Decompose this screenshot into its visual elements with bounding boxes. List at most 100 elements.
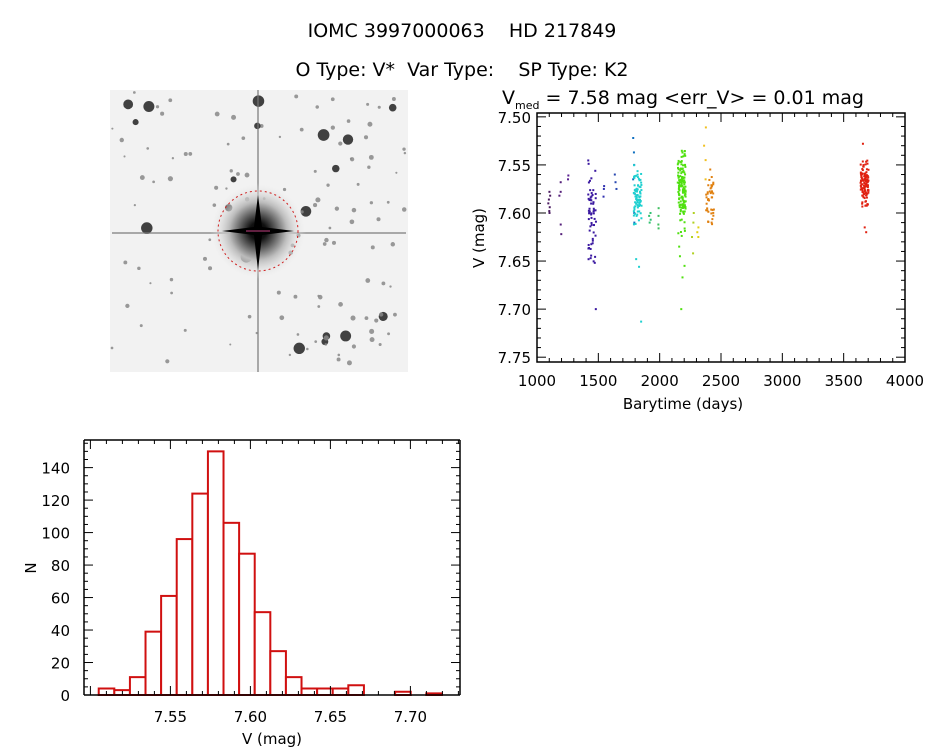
data-point bbox=[708, 190, 711, 193]
data-point bbox=[867, 168, 870, 171]
data-point bbox=[634, 190, 637, 193]
data-point bbox=[683, 183, 686, 186]
data-point bbox=[861, 202, 864, 205]
field-star bbox=[183, 328, 187, 332]
x-tick-label: 7.65 bbox=[314, 708, 347, 726]
data-point bbox=[594, 192, 597, 195]
data-point bbox=[594, 197, 597, 200]
data-point bbox=[677, 168, 680, 171]
histogram-bar bbox=[175, 538, 194, 696]
data-point bbox=[710, 186, 713, 189]
data-point bbox=[710, 176, 713, 179]
data-point bbox=[710, 190, 713, 193]
data-point bbox=[860, 183, 863, 186]
data-point bbox=[677, 159, 680, 162]
data-point bbox=[640, 181, 643, 184]
y-tick-label: 80 bbox=[51, 557, 70, 575]
field-star bbox=[317, 305, 321, 308]
field-star bbox=[317, 294, 320, 298]
data-point bbox=[684, 165, 687, 168]
field-star bbox=[368, 154, 374, 160]
field-star bbox=[369, 337, 375, 343]
data-point bbox=[635, 258, 638, 261]
data-point bbox=[657, 227, 660, 230]
field-star bbox=[377, 105, 381, 109]
x-tick-label: 7.60 bbox=[234, 708, 267, 726]
data-point bbox=[588, 207, 591, 210]
data-point bbox=[865, 175, 868, 178]
data-point bbox=[697, 226, 700, 229]
data-point bbox=[681, 170, 684, 173]
y-tick-label: 20 bbox=[51, 655, 70, 673]
light-curve-frame bbox=[536, 112, 906, 363]
field-star bbox=[143, 100, 155, 113]
x-tick-label: 1500 bbox=[579, 372, 617, 390]
data-point bbox=[866, 159, 869, 162]
data-point bbox=[862, 165, 865, 168]
histogram-bar bbox=[238, 552, 256, 696]
data-point bbox=[681, 195, 684, 198]
data-point bbox=[683, 164, 686, 167]
data-point bbox=[866, 178, 869, 181]
data-point bbox=[680, 234, 683, 237]
field-star bbox=[278, 135, 282, 139]
data-point bbox=[635, 189, 638, 192]
data-point bbox=[691, 236, 694, 239]
data-point bbox=[639, 186, 642, 189]
field-star bbox=[326, 183, 330, 187]
data-point bbox=[861, 160, 864, 163]
light-curve-xlabel: Barytime (days) bbox=[623, 395, 743, 413]
x-tick-label: 3500 bbox=[825, 372, 863, 390]
data-point bbox=[682, 181, 685, 184]
data-point bbox=[633, 206, 636, 209]
field-star bbox=[393, 312, 397, 317]
data-point bbox=[588, 199, 591, 202]
data-point bbox=[863, 172, 866, 175]
data-point bbox=[862, 196, 865, 199]
y-tick-label: 40 bbox=[51, 622, 70, 640]
field-star bbox=[369, 328, 375, 334]
data-point bbox=[866, 180, 869, 183]
data-point bbox=[587, 159, 590, 162]
field-star bbox=[282, 187, 287, 192]
data-point bbox=[861, 194, 864, 197]
data-point bbox=[683, 264, 686, 267]
field-star bbox=[293, 294, 298, 299]
field-star bbox=[139, 175, 145, 180]
data-point bbox=[590, 243, 593, 246]
data-point bbox=[867, 191, 870, 194]
data-point bbox=[679, 209, 682, 212]
field-star bbox=[208, 266, 213, 271]
field-star bbox=[296, 333, 300, 336]
y-tick-label: 7.75 bbox=[498, 349, 531, 367]
data-point bbox=[684, 173, 687, 176]
data-point bbox=[860, 174, 863, 177]
histogram-bar bbox=[269, 650, 287, 696]
data-point bbox=[635, 194, 638, 197]
data-point bbox=[680, 178, 683, 181]
light-curve-plot: Vmed = 7.58 mag <err_V> = 0.01 mag Baryt… bbox=[470, 87, 924, 413]
data-point bbox=[692, 252, 695, 255]
field-star bbox=[212, 203, 217, 207]
data-point bbox=[679, 219, 682, 222]
data-point bbox=[863, 189, 866, 192]
field-star bbox=[324, 343, 328, 346]
data-point bbox=[681, 180, 684, 183]
field-star bbox=[330, 125, 335, 130]
field-star bbox=[363, 135, 369, 140]
data-point bbox=[865, 171, 868, 174]
field-star bbox=[351, 207, 357, 213]
data-point bbox=[681, 188, 684, 191]
data-point bbox=[677, 190, 680, 193]
data-point bbox=[705, 196, 708, 199]
data-point bbox=[680, 149, 683, 152]
data-point bbox=[684, 200, 687, 203]
data-point bbox=[548, 211, 551, 214]
data-point bbox=[680, 155, 683, 158]
data-point bbox=[632, 223, 635, 226]
data-point bbox=[705, 202, 708, 205]
data-point bbox=[680, 218, 683, 221]
field-star bbox=[294, 94, 299, 99]
histogram-bar bbox=[206, 450, 225, 696]
data-point bbox=[633, 192, 636, 195]
